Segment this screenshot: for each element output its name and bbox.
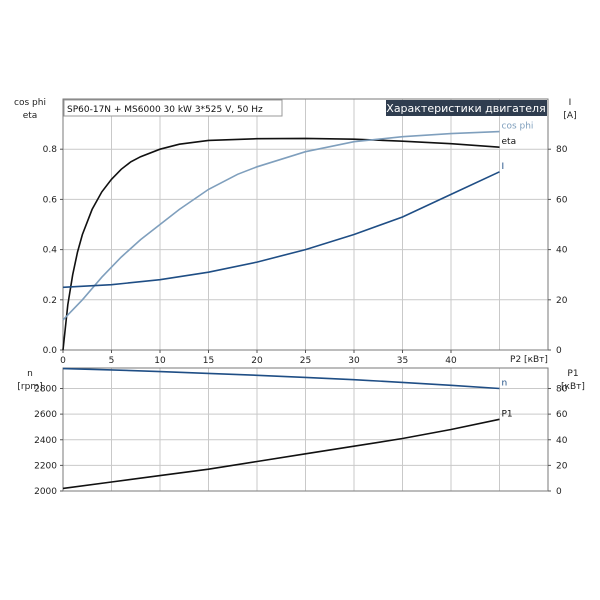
left-tick-label: 2200 bbox=[34, 461, 57, 471]
left-tick-label: 0.8 bbox=[43, 145, 58, 155]
right-tick-label: 0 bbox=[556, 487, 562, 497]
right-tick-label: 20 bbox=[556, 461, 568, 471]
pump-label-box bbox=[63, 99, 283, 117]
x-tick-label: 20 bbox=[251, 356, 263, 366]
series-tag-P1: P1 bbox=[502, 409, 513, 419]
left-axis-label-n: n bbox=[27, 369, 33, 379]
lower-grid bbox=[63, 368, 548, 491]
x-tick-label: 10 bbox=[154, 356, 166, 366]
x-tick-label: 5 bbox=[109, 356, 115, 366]
upper-series: eta cos phi I bbox=[62, 122, 534, 351]
x-tick-label: 15 bbox=[203, 356, 214, 366]
lower-series: n P1 bbox=[62, 367, 513, 490]
series-tag-cos-phi: cos phi bbox=[502, 122, 534, 132]
left-tick-label: 2400 bbox=[34, 436, 57, 446]
series-line-I bbox=[62, 171, 500, 289]
upper-ticks: 0.0 0.2 0.4 0.6 0.8 0 20 40 60 80 0 5 10 15 20 25 30 35 40 bbox=[43, 145, 568, 366]
right-axis-label-I: I bbox=[569, 98, 572, 108]
chart-badge bbox=[386, 100, 547, 116]
series-tag-I: I bbox=[502, 162, 505, 172]
x-tick-label: 35 bbox=[397, 356, 408, 366]
x-axis-label-p2: P2 [кВт] bbox=[510, 355, 548, 365]
lower-panel: 2000 2200 2400 2600 2800 0 20 40 60 80 n P1 n [rpm… bbox=[17, 367, 585, 498]
x-tick-label: 30 bbox=[348, 356, 360, 366]
x-tick-label: 40 bbox=[445, 356, 457, 366]
series-tag-eta: eta bbox=[502, 137, 517, 147]
upper-panel: 0.0 0.2 0.4 0.6 0.8 0 20 40 60 80 0 5 10 15 20 25 30 35 40… bbox=[14, 98, 577, 366]
left-tick-label: 2600 bbox=[34, 410, 57, 420]
right-tick-label: 20 bbox=[556, 296, 568, 306]
left-tick-label: 0.6 bbox=[43, 195, 58, 205]
lower-plot-frame bbox=[62, 367, 549, 492]
right-tick-label: 0 bbox=[556, 346, 562, 356]
series-line-eta bbox=[62, 137, 500, 351]
right-tick-label: 60 bbox=[556, 410, 568, 420]
left-axis-label-cosphi: cos phi bbox=[14, 98, 46, 108]
chart-badge-text: Характеристики двигателя bbox=[386, 102, 545, 115]
left-tick-label: 0.0 bbox=[43, 346, 58, 356]
left-tick-label: 2000 bbox=[34, 487, 57, 497]
series-line-cos-phi bbox=[62, 130, 500, 321]
left-tick-label: 0.4 bbox=[43, 246, 58, 256]
series-line-P1 bbox=[62, 418, 500, 490]
right-axis-label-amps: [A] bbox=[563, 111, 576, 121]
left-axis-label-rpm: [rpm] bbox=[17, 382, 42, 392]
right-tick-label: 40 bbox=[556, 436, 568, 446]
right-axis-label-kw: [кВт] bbox=[561, 382, 585, 392]
pump-label: SP60-17N + MS6000 30 kW 3*525 V, 50 Hz bbox=[67, 105, 263, 115]
left-tick-label: 0.2 bbox=[43, 296, 57, 306]
upper-grid bbox=[63, 99, 548, 350]
right-tick-label: 80 bbox=[556, 385, 568, 395]
left-tick-label: 2800 bbox=[34, 385, 57, 395]
left-axis-label-eta: eta bbox=[23, 111, 38, 121]
right-tick-label: 40 bbox=[556, 246, 568, 256]
x-tick-label: 0 bbox=[60, 356, 66, 366]
right-axis-label-p1: P1 bbox=[567, 369, 578, 379]
right-tick-label: 60 bbox=[556, 195, 568, 205]
series-tag-n: n bbox=[502, 379, 508, 389]
right-tick-label: 80 bbox=[556, 145, 568, 155]
x-tick-label: 25 bbox=[300, 356, 311, 366]
series-line-n bbox=[62, 367, 500, 390]
lower-ticks: 2000 2200 2400 2600 2800 0 20 40 60 80 bbox=[34, 385, 568, 498]
